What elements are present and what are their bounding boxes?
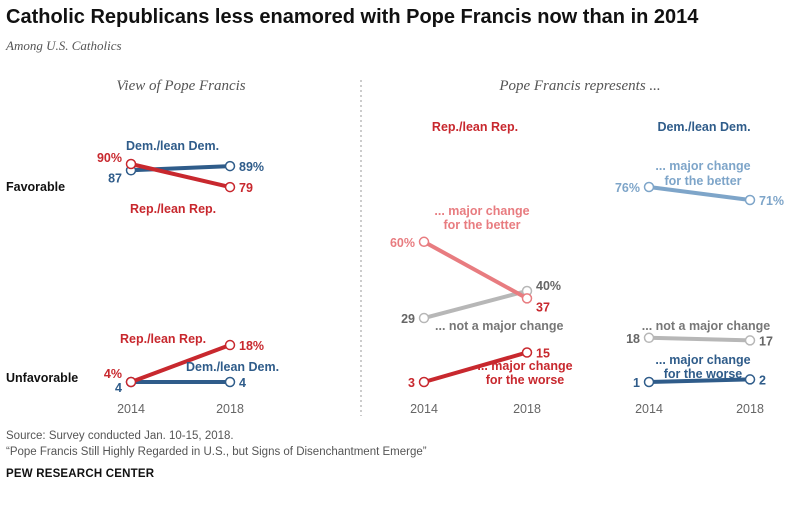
rep-better-point-2014 xyxy=(418,236,430,248)
fav-rep-series-name: Rep./lean Rep. xyxy=(130,202,216,216)
tick-2018-panel3: 2018 xyxy=(736,402,764,416)
rep-not-major-point-2014 xyxy=(418,312,430,324)
fav-dem-series-name: Dem./lean Dem. xyxy=(126,139,219,153)
rep-worse-name-line2: for the worse xyxy=(486,373,565,387)
rep-better-name-line1: ... major change xyxy=(434,204,529,218)
dem-better-point-2014 xyxy=(643,181,655,193)
rep-better-name-line2: for the better xyxy=(443,218,520,232)
row-label-favorable: Favorable xyxy=(6,180,65,194)
fav-dem-point-2018 xyxy=(224,160,236,172)
report-title-line: “Pope Francis Still Highly Regarded in U… xyxy=(6,446,427,458)
unf-rep-point-2018 xyxy=(224,339,236,351)
dem-worse-name-line2: for the worse xyxy=(664,367,743,381)
dem-not-label-2018: 17 xyxy=(759,334,773,348)
rep-better-point-2018 xyxy=(521,293,533,304)
panel-title-represents: Pope Francis represents ... xyxy=(498,78,660,94)
dem-not-name: ... not a major change xyxy=(642,319,771,333)
tick-2018-panel1: 2018 xyxy=(216,402,244,416)
rep-not-name: ... not a major change xyxy=(435,319,564,333)
rep-worse-line xyxy=(423,350,528,384)
unf-dem-label-2014: 4 xyxy=(115,381,122,395)
rep-not-label-2014: 29 xyxy=(401,312,415,326)
tick-2014-panel1: 2014 xyxy=(117,402,145,416)
group-label-rep: Rep./lean Rep. xyxy=(432,120,518,134)
unf-rep-point-2014 xyxy=(125,376,137,388)
dem-not-major-point-2014 xyxy=(643,332,655,344)
dem-worse-point-2018 xyxy=(744,374,756,385)
rep-worse-point-2014 xyxy=(418,376,430,388)
dem-worse-point-2014 xyxy=(643,376,655,388)
dem-worse-label-2014: 1 xyxy=(633,376,640,390)
tick-2018-panel2: 2018 xyxy=(513,402,541,416)
dem-not-major-line xyxy=(648,335,751,343)
dem-better-name-line1: ... major change xyxy=(655,159,750,173)
fav-rep-line xyxy=(130,162,231,190)
dem-better-name-line2: for the better xyxy=(664,174,741,188)
rep-not-label-2018: 40% xyxy=(536,279,561,293)
tick-2014-panel2: 2014 xyxy=(410,402,438,416)
unf-rep-series-name: Rep./lean Rep. xyxy=(120,332,206,346)
brand-label: PEW RESEARCH CENTER xyxy=(6,468,155,480)
rep-better-line xyxy=(423,240,528,301)
panel-title-view: View of Pope Francis xyxy=(116,78,245,94)
chart-subtitle: Among U.S. Catholics xyxy=(6,38,122,53)
rep-better-label-2014: 60% xyxy=(390,236,415,250)
tick-2014-panel3: 2014 xyxy=(635,402,663,416)
group-label-dem: Dem./lean Dem. xyxy=(657,120,750,134)
unf-dem-series-name: Dem./lean Dem. xyxy=(186,360,279,374)
dem-worse-name-line1: ... major change xyxy=(655,353,750,367)
rep-better-label-2018: 37 xyxy=(536,300,550,314)
row-label-unfavorable: Unfavorable xyxy=(6,371,78,385)
fav-rep-label-2014: 90% xyxy=(97,151,122,165)
unf-dem-label-2018: 4 xyxy=(239,376,246,390)
dem-better-point-2018 xyxy=(744,194,756,206)
chart-title: Catholic Republicans less enamored with … xyxy=(6,6,699,28)
unf-rep-line xyxy=(130,343,231,384)
fav-rep-label-2018: 79 xyxy=(239,181,253,195)
fav-rep-point-2018 xyxy=(224,181,236,193)
rep-worse-point-2018 xyxy=(521,347,533,358)
dem-better-label-2014: 76% xyxy=(615,181,640,195)
unf-dem-point-2018 xyxy=(224,376,236,388)
dem-better-line xyxy=(648,185,751,202)
unf-rep-label-2014: 4% xyxy=(104,367,122,381)
dem-not-label-2014: 18 xyxy=(626,332,640,346)
source-line: Source: Survey conducted Jan. 10-15, 201… xyxy=(6,430,234,442)
dem-worse-line xyxy=(648,377,751,384)
rep-worse-label-2014: 3 xyxy=(408,376,415,390)
fav-rep-point-2014 xyxy=(125,158,137,170)
fav-dem-label-2018: 89% xyxy=(239,160,264,174)
rep-not-major-line xyxy=(423,289,528,320)
unf-rep-label-2018: 18% xyxy=(239,339,264,353)
fav-dem-label-2014: 87 xyxy=(108,171,122,185)
dem-worse-label-2018: 2 xyxy=(759,373,766,387)
rep-worse-label-2018: 15 xyxy=(536,346,550,360)
dem-not-major-point-2018 xyxy=(744,335,756,346)
rep-worse-name-line1: ... major change xyxy=(477,359,572,373)
dem-better-label-2018: 71% xyxy=(759,194,784,208)
source-note: Source: Survey conducted Jan. 10-15, 201… xyxy=(6,428,427,460)
